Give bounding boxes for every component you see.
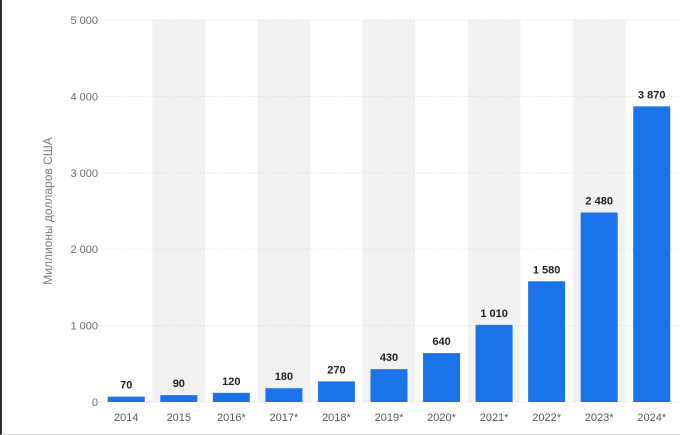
x-tick-label: 2014: [114, 412, 138, 424]
y-axis-ticks: 0 1 000 2 000 3 000 4 000 5 000: [70, 15, 98, 409]
x-axis-ticks: 2014 2015 2016* 2017* 2018* 2019* 2020* 2021* 20…: [114, 412, 667, 424]
x-tick-label: 2019*: [375, 412, 404, 424]
bar: [475, 324, 513, 402]
bar: [212, 392, 250, 402]
x-tick-label: 2021*: [480, 412, 509, 424]
bar: [317, 381, 355, 402]
data-label: 640: [432, 336, 450, 348]
x-tick-label: 2022*: [532, 412, 561, 424]
x-tick-label: 2024*: [637, 412, 666, 424]
data-label: 2 480: [585, 196, 613, 208]
bar: [580, 212, 618, 402]
bar: [370, 369, 408, 402]
data-label: 180: [275, 371, 293, 383]
y-tick-label: 3 000: [70, 168, 98, 180]
column-band: [362, 20, 416, 402]
column-band: [257, 20, 311, 402]
bar: [265, 388, 303, 402]
data-labels: 70 90 120 180 270 430 640 1 010 1 580 2 480 3 870: [120, 89, 665, 391]
y-tick-label: 5 000: [70, 15, 98, 27]
column-band: [152, 20, 206, 402]
data-label: 430: [380, 352, 398, 364]
data-label: 1 580: [533, 264, 561, 276]
data-label: 120: [222, 376, 240, 388]
x-tick-label: 2017*: [270, 412, 299, 424]
bars: [107, 106, 671, 402]
bar: [633, 106, 671, 402]
data-label: 270: [327, 364, 345, 376]
x-tick-label: 2018*: [322, 412, 351, 424]
bar: [107, 396, 145, 402]
y-tick-label: 2 000: [70, 244, 98, 256]
x-tick-label: 2020*: [427, 412, 456, 424]
data-label: 70: [120, 380, 132, 392]
data-label: 3 870: [638, 89, 666, 101]
y-tick-label: 0: [92, 397, 98, 409]
bar: [160, 395, 198, 402]
data-label: 90: [173, 378, 185, 390]
y-tick-label: 1 000: [70, 321, 98, 333]
x-tick-label: 2023*: [585, 412, 614, 424]
bar: [423, 353, 461, 402]
y-axis-label: Миллионы долларов США: [41, 137, 55, 284]
data-label: 1 010: [480, 308, 508, 320]
x-tick-label: 2015: [167, 412, 191, 424]
y-tick-label: 4 000: [70, 91, 98, 103]
x-tick-label: 2016*: [217, 412, 246, 424]
bar: [528, 281, 566, 402]
